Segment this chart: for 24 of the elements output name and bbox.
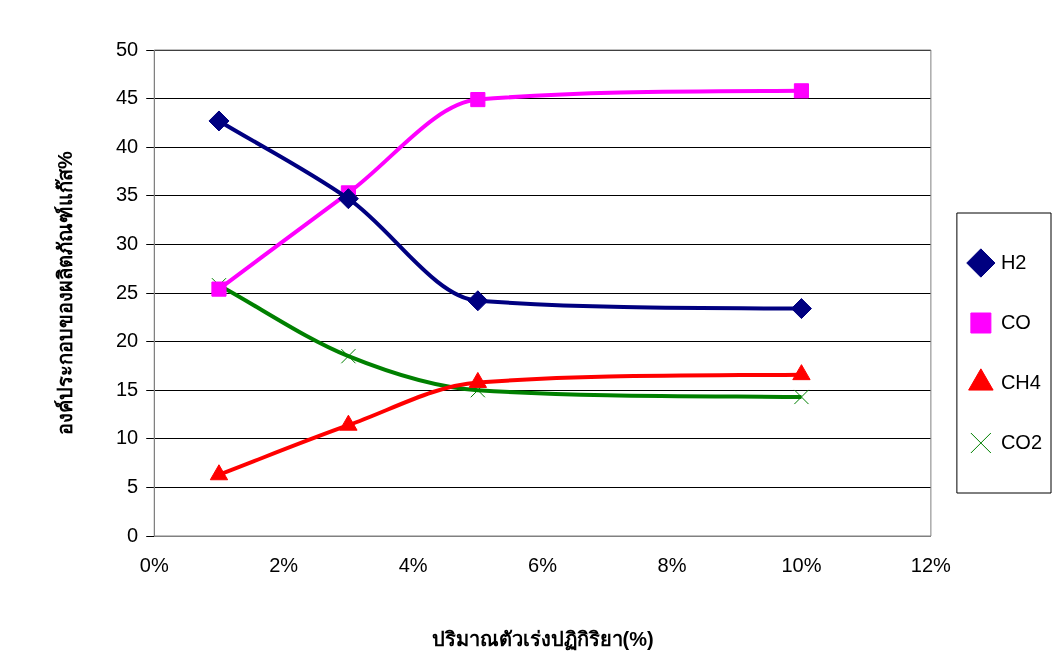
y-tick-label: 25 bbox=[116, 280, 139, 303]
legend-label: CO2 bbox=[1000, 430, 1042, 453]
y-tick-label: 40 bbox=[116, 134, 139, 157]
legend-label: CH4 bbox=[1000, 370, 1041, 393]
y-tick-label: 10 bbox=[116, 426, 139, 449]
y-tick-label: 5 bbox=[127, 474, 139, 497]
y-tick-label: 50 bbox=[116, 37, 139, 60]
x-tick-label: 12% bbox=[910, 553, 952, 576]
x-tick-label: 0% bbox=[139, 553, 169, 576]
x-axis-title: ปริมาณตัวเร่งปฏิกิริยา(%) bbox=[431, 627, 654, 651]
x-tick-label: 2% bbox=[269, 553, 299, 576]
y-axis-title: องค์ประกอบของผลิตภัณฑ์แก๊ส% bbox=[53, 150, 76, 435]
legend-label: H2 bbox=[1000, 250, 1027, 273]
x-tick-label: 8% bbox=[657, 553, 687, 576]
x-tick-label: 4% bbox=[398, 553, 428, 576]
y-tick-label: 20 bbox=[116, 329, 139, 352]
legend-label: CO bbox=[1000, 310, 1031, 333]
x-tick-label: 10% bbox=[781, 553, 822, 576]
y-tick-label: 45 bbox=[116, 86, 139, 109]
y-tick-label: 15 bbox=[116, 377, 139, 400]
y-tick-label: 0 bbox=[127, 523, 139, 546]
y-tick-label: 30 bbox=[116, 231, 139, 254]
y-tick-label: 35 bbox=[116, 183, 139, 206]
x-tick-label: 6% bbox=[528, 553, 558, 576]
